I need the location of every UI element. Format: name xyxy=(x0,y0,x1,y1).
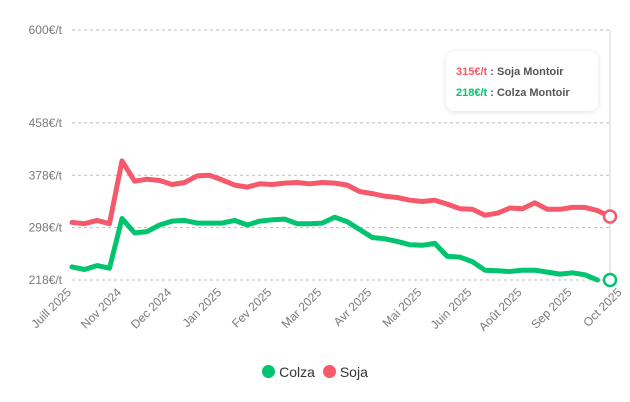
series-line-soja xyxy=(69,158,613,227)
legend-colza-label: Colza xyxy=(279,364,315,380)
endpoint-marker-soja xyxy=(602,209,618,224)
legend-item-soja[interactable]: Soja xyxy=(322,364,368,380)
legend-item-colza[interactable]: Colza xyxy=(262,364,315,380)
tooltip-colza-label: : Colza Montoir xyxy=(490,87,570,99)
x-tick-label: Mar 2025 xyxy=(279,285,325,331)
legend-colza-dot xyxy=(262,365,276,378)
series-lines xyxy=(69,158,613,283)
y-tick-label: 298€/t xyxy=(29,221,63,235)
series-line-colza xyxy=(69,214,600,283)
x-axis-ticks: Juill 2025 Nov 2024 Dec 2024 Jan 2025 Fev 20… xyxy=(28,285,624,334)
legend-soja-label: Soja xyxy=(339,364,368,380)
x-tick-label: Nov 2024 xyxy=(78,285,124,331)
x-tick-label: Avr 2025 xyxy=(331,285,375,329)
x-tick-label: Jan 2025 xyxy=(179,285,224,330)
y-tick-label: 218€/t xyxy=(29,273,63,287)
x-tick-label: Août 2025 xyxy=(476,285,525,334)
tooltip-row-colza: 218€/t : Colza Montoir xyxy=(456,87,570,99)
y-axis-ticks: 600€/t 458€/t 378€/t 298€/t 218€/t xyxy=(29,23,63,287)
tooltip-row-soja: 315€/t : Soja Montoir xyxy=(456,66,564,78)
endpoint-marker-colza xyxy=(602,272,618,288)
x-tick-label: Juin 2025 xyxy=(428,285,475,332)
y-tick-label: 378€/t xyxy=(29,168,63,182)
x-tick-label: Oct 2025 xyxy=(580,285,625,330)
tooltip-soja-value: 315€/t xyxy=(456,66,488,78)
x-tick-label: Fev 2025 xyxy=(229,285,275,331)
tooltip-colza-value: 218€/t xyxy=(456,87,488,99)
tooltip-soja-label: : Soja Montoir xyxy=(490,66,564,78)
hover-cursor xyxy=(602,30,618,288)
y-tick-label: 600€/t xyxy=(29,23,63,37)
x-tick-label: Sep 2025 xyxy=(528,285,574,331)
tooltip: 315€/t : Soja Montoir 218€/t : Colza Mon… xyxy=(446,51,598,111)
x-tick-label: Juill 2025 xyxy=(28,285,74,331)
x-tick-label: Dec 2024 xyxy=(128,285,174,331)
legend: Colza Soja xyxy=(0,364,630,380)
legend-soja-dot xyxy=(322,365,336,378)
y-tick-label: 458€/t xyxy=(29,116,63,130)
x-tick-label: Mai 2025 xyxy=(380,285,425,330)
